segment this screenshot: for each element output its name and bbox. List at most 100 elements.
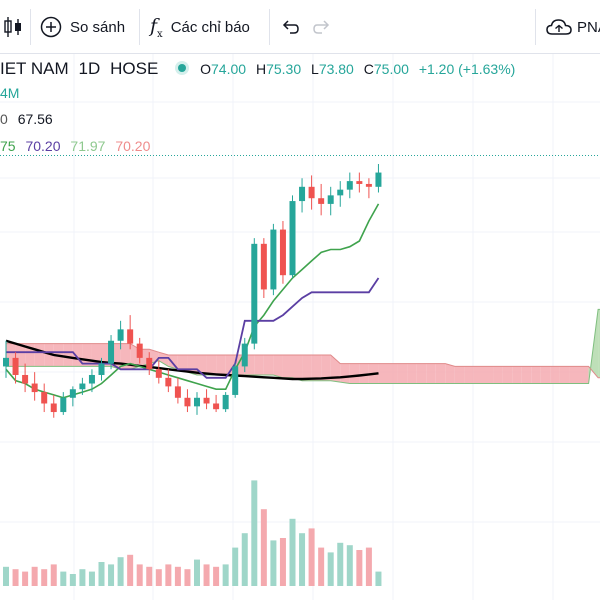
symbol-name: IET NAM [0, 59, 69, 78]
candle [356, 172, 363, 193]
cloud-segment [473, 366, 484, 384]
candle-body [146, 357, 153, 370]
cloud-segment [559, 366, 570, 384]
volume-bar [299, 533, 306, 586]
redo-button[interactable] [312, 0, 332, 54]
cloud-segment [454, 366, 465, 384]
ichimoku-base-value: 75 [0, 138, 16, 154]
candle [308, 175, 315, 210]
candle-body [31, 383, 38, 393]
volume-bar [146, 566, 153, 586]
candle [69, 386, 76, 407]
candle [241, 337, 248, 373]
cloud-segment [158, 352, 169, 367]
cloud-segment [177, 355, 188, 373]
candle [60, 392, 67, 415]
ma-value: 67.56 [17, 111, 53, 127]
candle-body [270, 229, 277, 290]
volume-legend[interactable]: 4M [0, 85, 25, 101]
volume-bar [356, 550, 363, 586]
cloud-segment [464, 366, 474, 384]
candle-body [337, 189, 344, 196]
cloud-segment [531, 366, 541, 384]
low-label: L [311, 61, 319, 77]
indicator-lines [5, 203, 380, 399]
compare-button[interactable]: So sánh [40, 0, 125, 54]
volume-bar [194, 559, 200, 586]
cloud-segment [197, 355, 207, 375]
volume-bar [184, 569, 191, 586]
volume-bar [365, 547, 372, 586]
cloud-segment [550, 366, 560, 384]
cloud-segment [349, 363, 360, 384]
undo-button[interactable] [280, 0, 300, 54]
candle-body [136, 343, 143, 358]
candle [79, 377, 86, 395]
candles-icon[interactable] [0, 0, 26, 54]
volume-bar [289, 518, 296, 586]
cloud-segment [426, 363, 436, 384]
cloud-segment [397, 363, 408, 384]
candle-body [12, 357, 19, 375]
candle [213, 394, 220, 413]
candle [22, 363, 29, 393]
volume-bar [117, 557, 124, 586]
volume-bar [50, 564, 57, 586]
volume-bar [98, 562, 105, 586]
candle-body [50, 403, 57, 413]
cloud-segment [388, 363, 398, 384]
candle-body [375, 172, 382, 187]
volume-bar [375, 571, 382, 586]
price-chart[interactable] [0, 54, 600, 600]
symbol-legend[interactable]: IET NAM 1D HOSE O74.00 H75.30 L73.80 C75… [0, 59, 521, 79]
candle [232, 363, 239, 398]
candle [289, 195, 296, 279]
volume-bar [136, 564, 143, 586]
publish-button[interactable]: PNA [545, 0, 600, 54]
volume-bar [337, 542, 344, 586]
volume-bar [279, 538, 286, 586]
market-status-dot [178, 64, 187, 72]
cloud-segment [521, 366, 532, 384]
cloud-segment [340, 363, 350, 384]
volume-bar [69, 574, 76, 586]
candle [184, 389, 191, 413]
symbol-interval: 1D [78, 59, 101, 78]
volume-bar [12, 569, 19, 586]
ma-param: 0 [0, 111, 8, 127]
base-line [5, 203, 380, 399]
close-label: C [363, 61, 374, 77]
cloud-segment [435, 363, 446, 384]
candle-body [41, 392, 48, 404]
candle [50, 394, 57, 418]
volume-bar [79, 569, 86, 586]
candle-body [222, 394, 229, 410]
ma-legend[interactable]: 0 67.56 [0, 111, 59, 127]
candle [165, 369, 172, 393]
function-icon: fx [150, 14, 163, 40]
candle [318, 183, 325, 216]
candle [88, 369, 95, 393]
volume-bar [165, 564, 172, 586]
candle [41, 383, 48, 413]
open-value: 74.00 [211, 61, 247, 77]
ichimoku-legend[interactable]: 75 70.20 71.97 70.20 [0, 138, 156, 154]
candle-body [299, 186, 306, 202]
add-circle-icon [40, 16, 62, 38]
candle [337, 181, 344, 207]
candle [327, 186, 334, 216]
indicators-button[interactable]: fx Các chỉ báo [150, 0, 250, 54]
cloud-segment [273, 355, 283, 378]
cloud-segment [569, 366, 579, 384]
cloud-segment [579, 366, 589, 384]
candle-body [327, 195, 334, 204]
volume-bar [241, 533, 248, 586]
candle [375, 164, 382, 193]
cloud-segment [512, 366, 522, 384]
volume-bar [213, 566, 220, 586]
candle [12, 352, 19, 384]
high-value: 75.30 [266, 61, 302, 77]
candle-body [194, 397, 200, 407]
cloud-segment [44, 343, 54, 367]
candle-body [289, 201, 296, 276]
